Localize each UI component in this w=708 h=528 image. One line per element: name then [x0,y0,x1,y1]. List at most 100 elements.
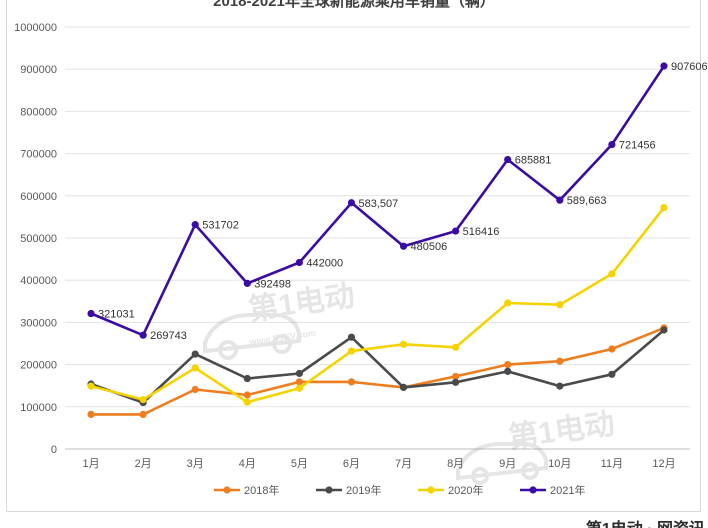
data-point [295,378,303,386]
x-tick-label: 7月 [395,458,412,470]
series-2019年 [87,326,668,407]
data-point [399,340,408,348]
legend-label: 2018年 [244,483,279,497]
data-point [660,62,668,70]
data-label: 721456 [619,140,656,152]
data-label: 321031 [98,309,135,321]
y-tick-label: 300000 [20,317,57,329]
data-point [347,333,356,341]
data-point [556,301,564,309]
data-point [243,398,251,406]
data-point [87,410,95,418]
legend-item: 2018年 [214,483,279,497]
data-point [243,279,251,287]
legend-item: 2021年 [520,483,585,497]
x-tick-label: 10月 [548,458,571,470]
legend-label: 2021年 [550,483,585,497]
legend: 2018年 2019年 2020年 2021年 [214,483,585,497]
y-tick-label: 600000 [20,191,57,203]
legend-item: 2019年 [316,483,381,497]
data-label: 583,507 [358,198,398,210]
watermark-logo-low: 第1电动 [456,406,617,485]
data-point [87,382,95,390]
series-lines [87,62,668,418]
legend-item: 2020年 [418,483,483,497]
x-tick-label: 12月 [652,458,675,470]
corner-watermark-text: 第1电动 · 网资讯 [586,519,705,528]
x-tick-label: 2月 [135,458,152,470]
data-label: 516416 [463,226,500,238]
data-point [608,270,616,278]
chart-title: 2018-2021年全球新能源乘用车销量（辆） [213,0,495,10]
data-point [452,227,460,235]
data-point [139,396,147,404]
data-point [452,343,460,351]
data-point [243,374,251,383]
data-point [608,345,616,353]
data-point [295,384,303,392]
data-point [452,378,460,386]
series-2021年 [87,62,668,339]
legend-marker [427,486,435,494]
y-tick-label: 1000000 [14,22,57,34]
data-label: 685881 [515,155,552,167]
data-labels: 321031 269743 531702 392498 442000 583,507 480… [98,61,708,342]
y-tick-label: 100000 [20,402,57,414]
data-point [139,331,147,339]
data-point [347,378,356,386]
x-tick-label: 9月 [499,458,516,470]
data-point [399,383,408,391]
x-tick-label: 8月 [447,458,464,470]
y-tick-label: 500000 [20,233,57,245]
data-point [87,309,95,318]
y-tick-label: 800000 [20,106,57,118]
data-label: 589,663 [567,195,607,207]
data-point [191,385,199,394]
legend-marker [223,486,231,494]
watermark-brand-low: 第1电动 [506,406,616,455]
series-line [91,326,665,416]
x-tick-label: 4月 [239,458,256,470]
data-label: 442000 [306,257,343,269]
data-point [191,364,199,372]
data-label: 392498 [254,278,291,290]
data-point [504,299,512,307]
y-tick-label: 700000 [20,149,57,161]
data-point [452,372,460,381]
data-point [608,370,616,378]
y-tick-label: 0 [51,444,57,456]
y-tick-label: 900000 [20,64,57,76]
data-point [660,326,668,334]
data-point [191,350,199,358]
corner-watermark: 第1电动 · 网资讯 [586,519,705,528]
data-point [347,347,356,355]
data-point [295,258,303,267]
legend-label: 2019年 [346,483,381,497]
data-point [347,199,356,207]
data-point [504,361,512,369]
data-label: 269743 [150,330,187,342]
data-point [556,357,564,365]
data-label: 480506 [411,241,448,253]
data-point [399,242,408,250]
x-axis-ticks: 1月 2月 3月 4月 5月 6月 7月 8月 9月 10月 11月 12月 [82,458,675,470]
data-point [608,140,616,149]
y-tick-label: 200000 [20,360,57,372]
series-line [90,65,666,337]
y-tick-label: 400000 [20,275,57,287]
data-point [295,369,303,378]
data-point [504,155,512,164]
data-point [556,196,564,204]
gridlines [65,26,690,450]
chart-frame [6,0,701,512]
data-label: 531702 [202,220,239,232]
series-line [90,329,665,404]
data-point [191,221,199,229]
legend-marker [529,486,537,494]
legend-label: 2020年 [448,483,483,497]
y-axis-ticks: 0 100000 200000 300000 400000 500000 600000 700… [14,22,57,456]
series-line [90,206,666,404]
x-tick-label: 11月 [601,458,623,470]
data-point [139,410,147,418]
